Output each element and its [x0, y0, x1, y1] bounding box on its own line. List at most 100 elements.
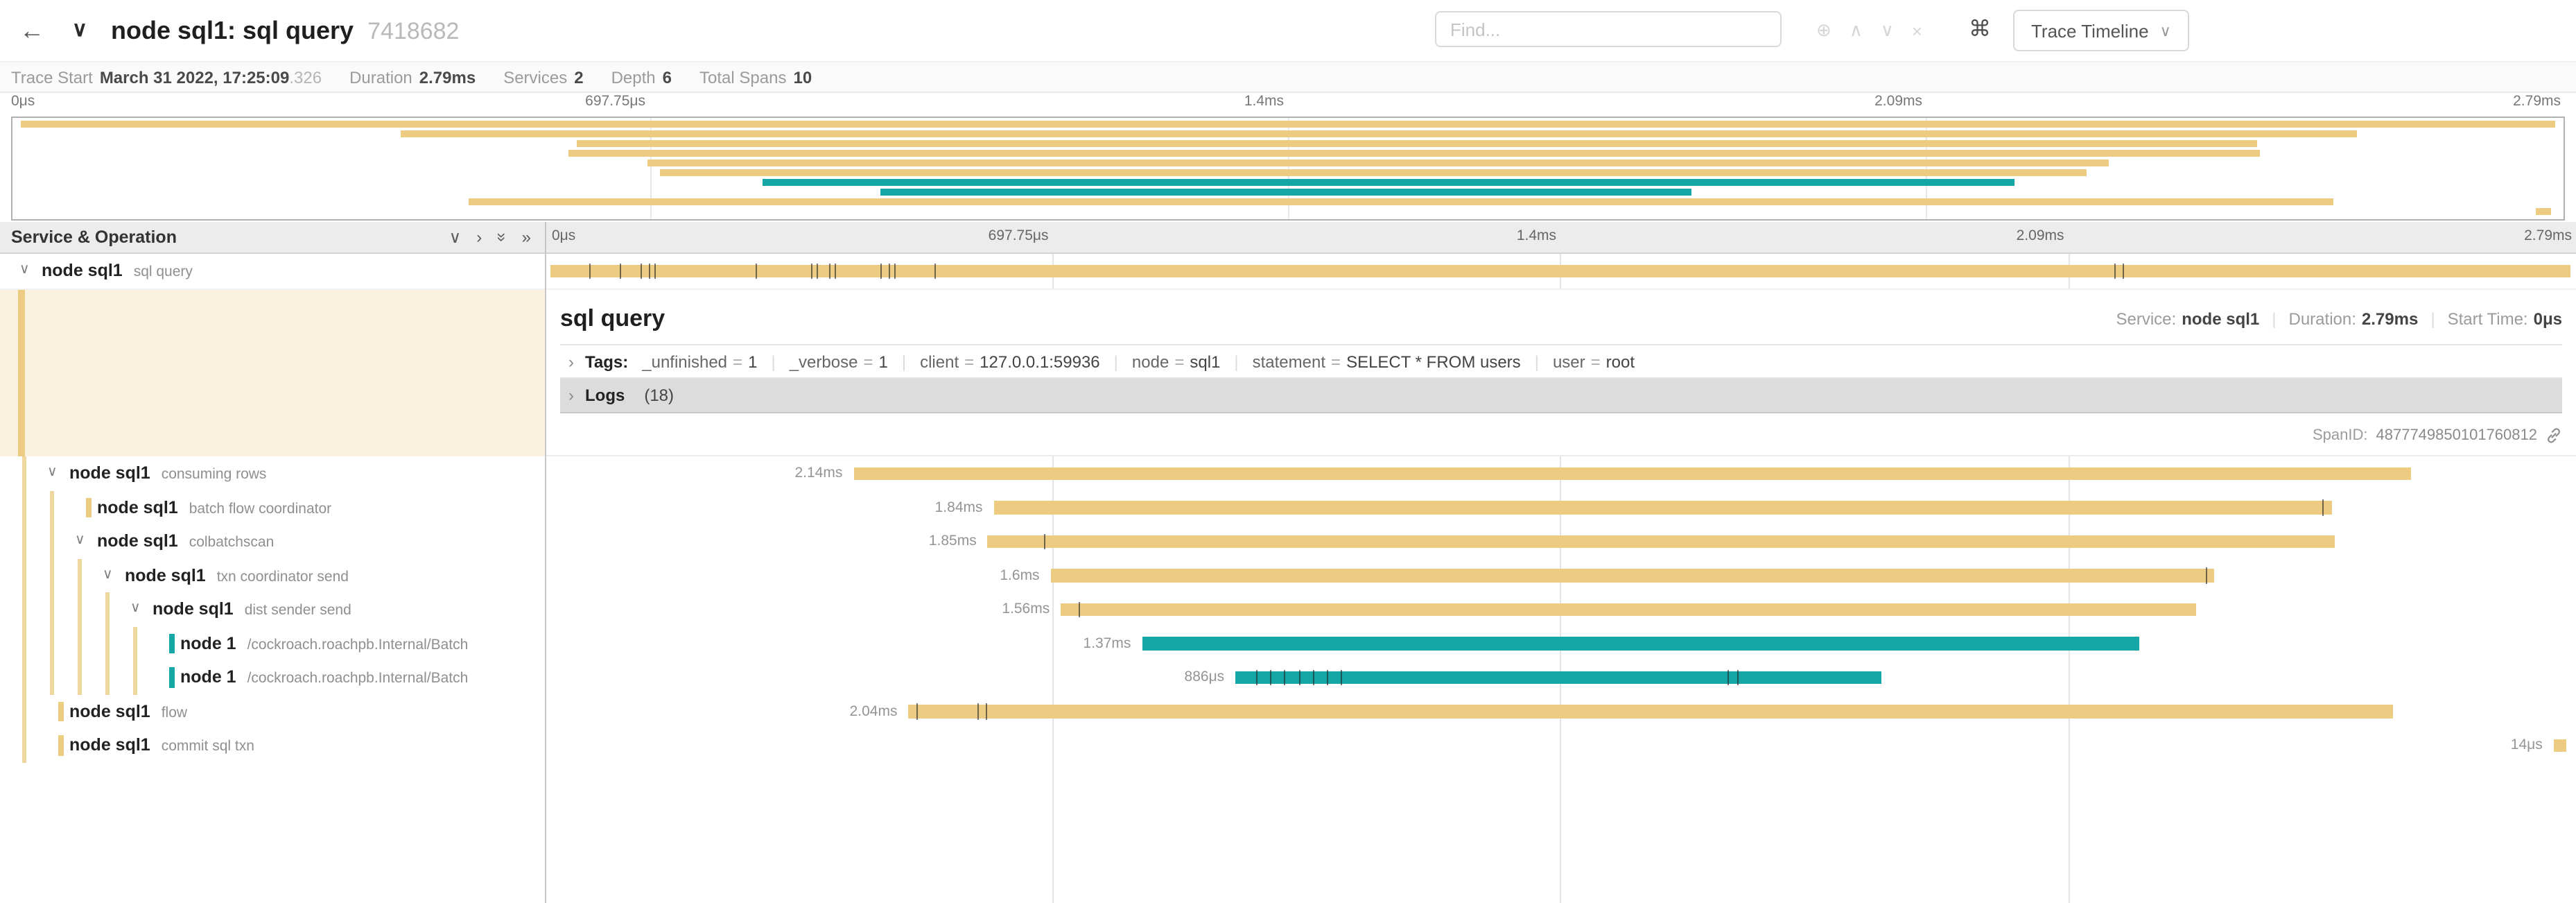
chevron-down-icon[interactable]: ∨: [72, 18, 87, 42]
summary-label: Total Spans: [699, 67, 787, 87]
span-name-cell[interactable]: ∨ node sql1 consuming rows: [0, 456, 545, 490]
logs-accordion[interactable]: › Logs (18): [560, 379, 2562, 413]
back-icon[interactable]: ←: [19, 17, 44, 44]
find-clear-icon[interactable]: ×: [1911, 20, 1923, 41]
span-detail-title: sql query: [560, 305, 665, 332]
span-name-cell[interactable]: ∨ node sql1 sql query: [0, 254, 545, 289]
service-name[interactable]: node sql1: [69, 701, 150, 721]
gridline: [1560, 222, 1561, 903]
span-row[interactable]: node 1/cockroach.roachpb.Internal/Batch 1…: [0, 626, 2576, 660]
find-controls: ⊕ ∧ ∨ ×: [1816, 0, 1922, 61]
tag[interactable]: _verbose = 1: [790, 352, 888, 371]
span-bar[interactable]: [987, 533, 2335, 549]
span-name-cell[interactable]: node sql1 commit sql txn: [0, 728, 545, 762]
span-bar[interactable]: [908, 703, 2394, 719]
tick-label: 697.75μs: [988, 227, 1049, 244]
tree-controls: ∨ › » »: [449, 222, 531, 252]
keyboard-shortcuts-icon[interactable]: ⌘: [1969, 18, 1991, 42]
tag[interactable]: statement = SELECT * FROM users: [1253, 352, 1521, 371]
span-row[interactable]: node sql1 flow 2.04ms: [0, 694, 2576, 728]
summary-value: 6: [662, 67, 672, 87]
indent-guide: [50, 660, 54, 694]
span-timeline-cell: [545, 254, 2576, 289]
service-name[interactable]: node sql1: [153, 599, 234, 619]
view-selector-button[interactable]: Trace Timeline ∨: [2013, 10, 2189, 51]
operation-name: consuming rows: [161, 466, 267, 483]
span-name-cell[interactable]: node sql1 flow: [0, 694, 545, 728]
span-row[interactable]: node 1/cockroach.roachpb.Internal/Batch 8…: [0, 660, 2576, 694]
chevron-down-icon[interactable]: ∨: [19, 262, 30, 277]
service-name[interactable]: node sql1: [69, 463, 150, 483]
log-tick: [620, 263, 622, 279]
span-name-cell[interactable]: node 1/cockroach.roachpb.Internal/Batch: [0, 660, 545, 694]
service-name[interactable]: node 1: [180, 667, 236, 687]
span-name-cell[interactable]: node sql1 batch flow coordinator: [0, 490, 545, 524]
span-bar[interactable]: [1061, 601, 2197, 617]
span-name-cell[interactable]: ∨ node sql1 colbatchscan: [0, 524, 545, 558]
span-bar[interactable]: [1050, 567, 2215, 583]
span-row[interactable]: node sql1 batch flow coordinator 1.84ms: [0, 490, 2576, 524]
tag[interactable]: user = root: [1553, 352, 1635, 371]
expand-all-icon[interactable]: »: [521, 227, 531, 247]
span-row[interactable]: node sql1 commit sql txn 14μs: [0, 728, 2576, 762]
chevron-down-icon[interactable]: ∨: [130, 601, 141, 616]
timeline-minimap[interactable]: [11, 117, 2565, 221]
find-prev-icon[interactable]: ∧: [1849, 19, 1863, 40]
find-input[interactable]: [1435, 11, 1782, 47]
link-icon[interactable]: [2545, 427, 2562, 444]
service-name[interactable]: node 1: [180, 633, 236, 653]
service-name[interactable]: node sql1: [69, 735, 150, 755]
log-tick: [1727, 669, 1729, 685]
span-row[interactable]: ∨ node sql1 dist sender send 1.56ms: [0, 592, 2576, 626]
chevron-down-icon[interactable]: ∨: [47, 465, 58, 480]
service-name[interactable]: node sql1: [97, 497, 178, 517]
panel-divider[interactable]: [545, 222, 546, 903]
summary-item: Duration 2.79ms: [349, 67, 476, 87]
service-name[interactable]: node sql1: [42, 261, 123, 280]
chevron-down-icon[interactable]: ∨: [103, 567, 113, 582]
log-tick: [756, 263, 758, 279]
tag[interactable]: node = sql1: [1132, 352, 1220, 371]
indent-guide: [50, 524, 54, 558]
service-name[interactable]: node sql1: [97, 531, 178, 551]
chevron-down-icon[interactable]: ∨: [75, 533, 85, 548]
summary-label: Duration: [349, 67, 412, 87]
expand-one-icon[interactable]: ›: [476, 227, 482, 247]
gridline: [1288, 118, 1289, 219]
log-tick: [2114, 263, 2116, 279]
duration-value: 2.79ms: [2361, 309, 2419, 329]
separator: |: [1534, 352, 1539, 371]
span-bar[interactable]: [993, 499, 2333, 515]
span-bar[interactable]: [1235, 669, 1881, 685]
span-name-cell[interactable]: ∨ node sql1 txn coordinator send: [0, 558, 545, 592]
collapse-one-icon[interactable]: ∨: [449, 227, 462, 247]
tags-accordion[interactable]: › Tags: _unfinished = 1 | _verbose = 1 | client =…: [560, 344, 2562, 379]
span-row[interactable]: ∨ node sql1 txn coordinator send 1.6ms: [0, 558, 2576, 592]
span-color-stripe: [169, 667, 175, 687]
service-value: node sql1: [2182, 309, 2260, 329]
find-next-icon[interactable]: ∨: [1880, 19, 1894, 40]
collapse-all-icon[interactable]: »: [491, 232, 512, 242]
span-row[interactable]: ∨ node sql1 consuming rows 2.14ms: [0, 456, 2576, 490]
span-row[interactable]: ∨ node sql1 colbatchscan 1.85ms: [0, 524, 2576, 558]
span-bar[interactable]: [853, 467, 2412, 480]
tag[interactable]: client = 127.0.0.1:59936: [920, 352, 1100, 371]
minimap-span: [2535, 208, 2551, 215]
indent-guide: [50, 626, 54, 660]
span-color-stripe: [18, 290, 25, 456]
log-tick: [916, 703, 919, 719]
span-row[interactable]: ∨ node sql1 sql query: [0, 254, 2576, 290]
span-bar[interactable]: [1142, 637, 2140, 650]
tag[interactable]: _unfinished = 1: [642, 352, 757, 371]
tag-value: 1: [878, 352, 888, 371]
span-bar[interactable]: [550, 263, 2570, 279]
find-extra-icon[interactable]: ⊕: [1816, 19, 1831, 40]
tag-equals: =: [1590, 352, 1601, 371]
span-bar[interactable]: [2553, 739, 2566, 752]
view-selector-label: Trace Timeline: [2031, 20, 2149, 41]
span-name-cell[interactable]: ∨ node sql1 dist sender send: [0, 592, 545, 626]
span-detail-panel: sql query Service: node sql1 | Duration: 2.7…: [546, 290, 2576, 456]
span-name-cell[interactable]: node 1/cockroach.roachpb.Internal/Batch: [0, 626, 545, 660]
service-name[interactable]: node sql1: [125, 565, 206, 585]
operation-name: dist sender send: [244, 602, 351, 619]
